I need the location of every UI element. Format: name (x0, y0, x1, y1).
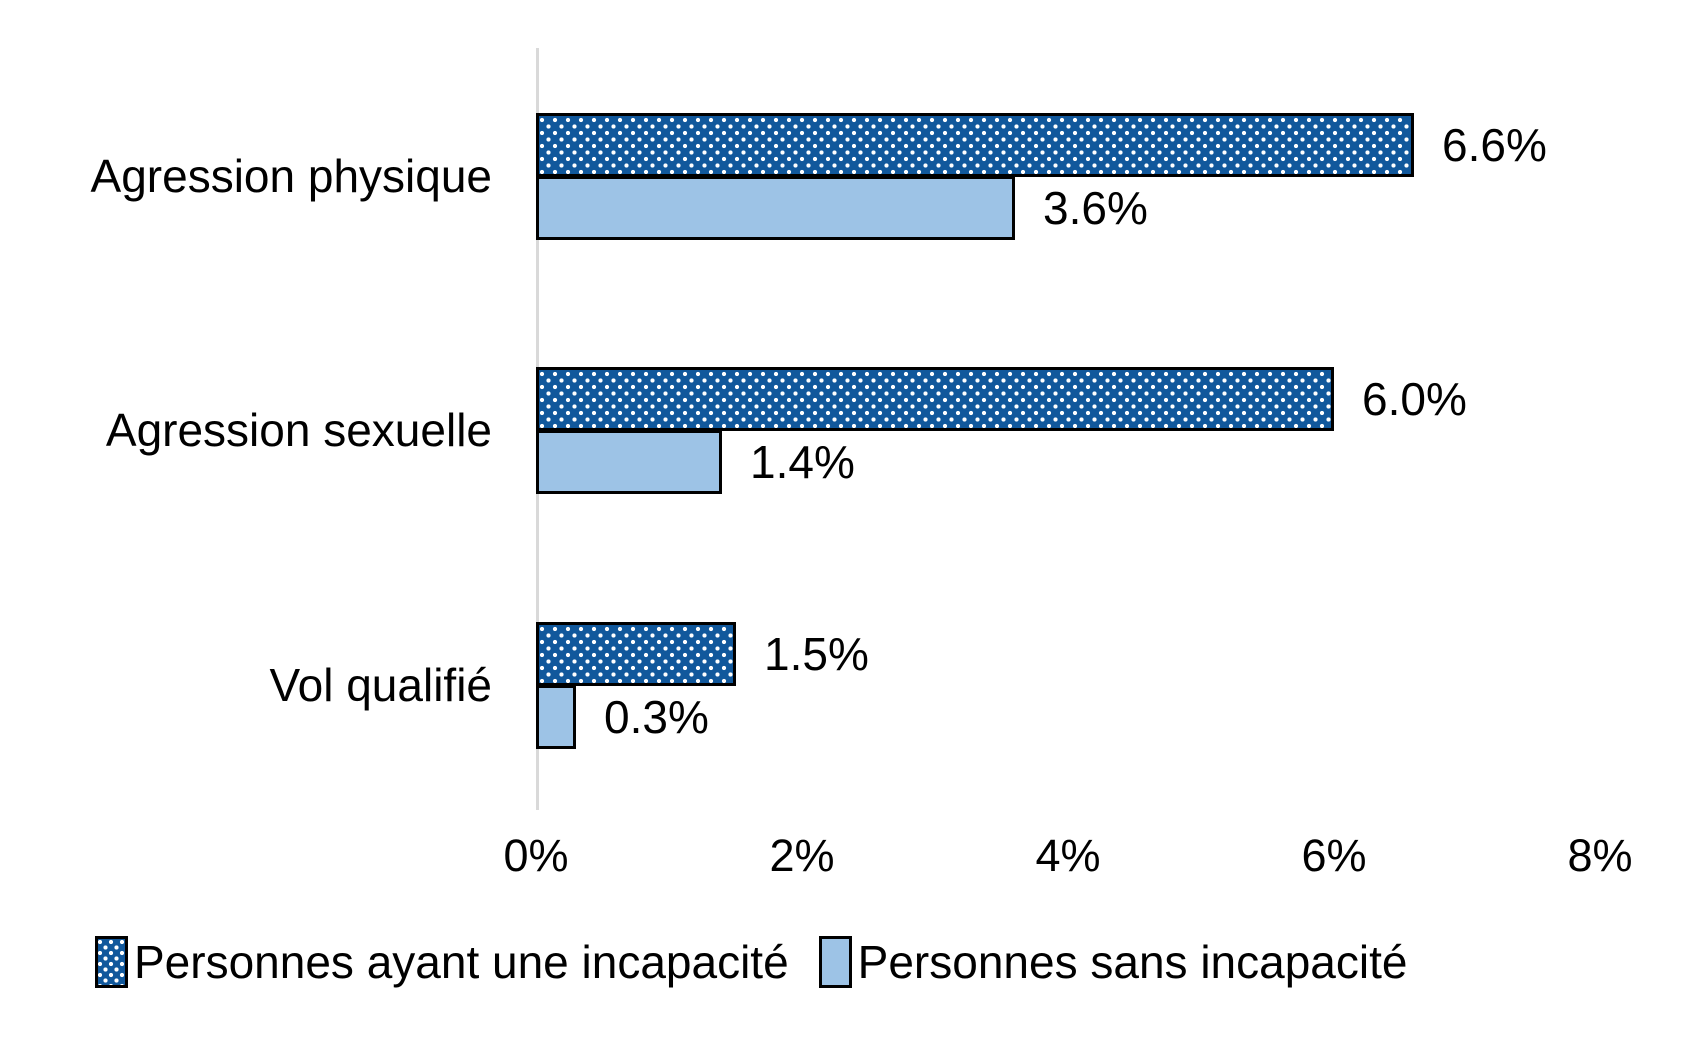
legend: Personnes ayant une incapacité Personnes… (95, 936, 1407, 988)
x-axis-tick: 4% (1035, 830, 1101, 881)
x-axis-tick: 8% (1567, 830, 1633, 881)
x-axis-tick: 2% (769, 830, 835, 881)
value-label: 0.3% (604, 691, 709, 743)
bar-with-disability (536, 622, 736, 686)
value-label: 3.6% (1043, 182, 1148, 234)
x-axis-tick: 6% (1301, 830, 1367, 881)
legend-label: Personnes ayant une incapacité (134, 936, 789, 988)
bar-without-disability (536, 430, 722, 494)
bar-with-disability (536, 113, 1414, 177)
category-label: Agression physique (90, 150, 492, 202)
legend-swatch-solid-icon (818, 936, 852, 988)
legend-item-without-disability: Personnes sans incapacité (818, 936, 1408, 988)
category-label: Vol qualifié (269, 659, 493, 711)
legend-label: Personnes sans incapacité (857, 936, 1408, 988)
legend-item-with-disability: Personnes ayant une incapacité (95, 936, 789, 988)
category-label: Agression sexuelle (105, 404, 492, 456)
value-label: 1.4% (750, 436, 855, 488)
legend-swatch-dotted-icon (95, 936, 128, 988)
bar-without-disability (536, 685, 576, 749)
x-axis-tick: 0% (503, 830, 569, 881)
value-label: 6.0% (1362, 373, 1467, 425)
value-label: 1.5% (764, 628, 869, 680)
bar-without-disability (536, 176, 1015, 240)
bar-with-disability (536, 367, 1334, 431)
value-label: 6.6% (1442, 119, 1547, 171)
